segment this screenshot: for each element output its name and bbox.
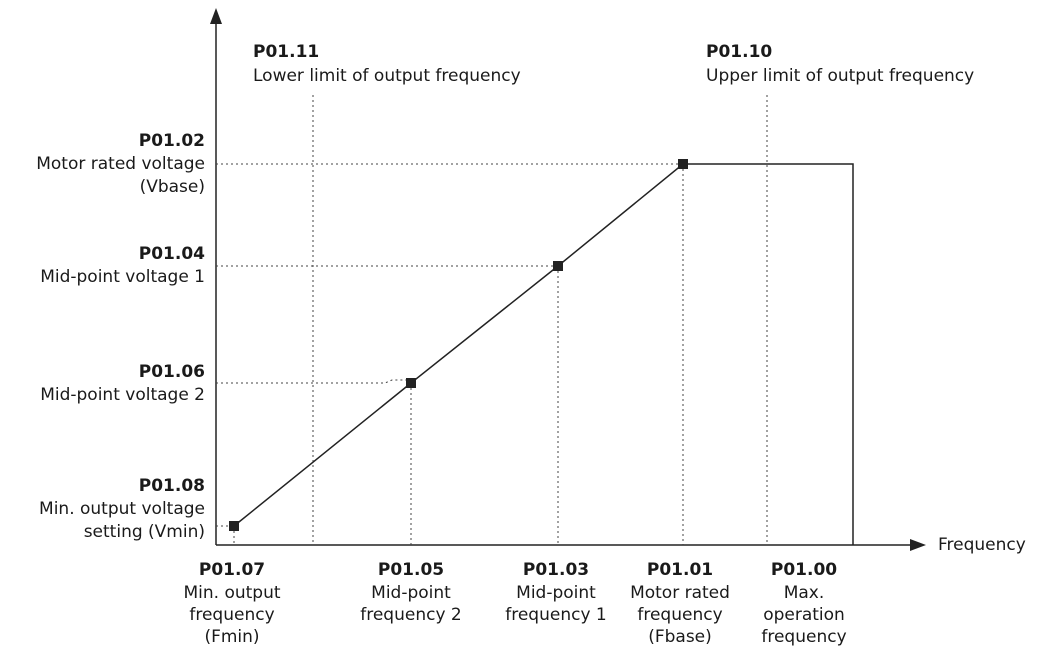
voltage-code: P01.02 (139, 131, 205, 151)
frequency-code: P01.05 (378, 560, 444, 580)
voltage-text: (Vbase) (140, 177, 205, 197)
voltage-code: P01.08 (139, 476, 205, 496)
frequency-text: Motor rated (630, 583, 730, 603)
frequency-code: P01.03 (523, 560, 589, 580)
voltage-text: Min. output voltage (39, 499, 205, 519)
voltage-code: P01.06 (139, 362, 205, 382)
frequency-text: operation (763, 605, 845, 625)
top-label-text: Upper limit of output frequency (706, 66, 974, 86)
vf-curve (229, 159, 854, 545)
frequency-text: frequency (761, 627, 846, 647)
voltage-text: Motor rated voltage (36, 154, 205, 174)
frequency-text: frequency (637, 605, 722, 625)
frequency-text: Min. output (183, 583, 280, 603)
x-axis-label: Frequency (938, 535, 1026, 555)
frequency-text: Mid-point (371, 583, 451, 603)
frequency-text: (Fmin) (204, 627, 259, 647)
frequency-text: Max. (784, 583, 825, 603)
frequency-code: P01.07 (199, 560, 265, 580)
voltage-text: Mid-point voltage 1 (40, 267, 205, 287)
frequency-code: P01.01 (647, 560, 713, 580)
frequency-text: Mid-point (516, 583, 596, 603)
frequency-text: frequency 1 (505, 605, 607, 625)
top-label-text: Lower limit of output frequency (253, 66, 521, 86)
voltage-code: P01.04 (139, 244, 205, 264)
frequency-text: frequency 2 (360, 605, 462, 625)
top-label-code: P01.10 (706, 42, 772, 62)
frequency-code: P01.00 (771, 560, 837, 580)
axes (210, 8, 926, 551)
voltage-text: Mid-point voltage 2 (40, 385, 205, 405)
frequency-text: frequency (189, 605, 274, 625)
guide-lines (216, 95, 768, 545)
top-label-code: P01.11 (253, 42, 319, 62)
frequency-text: (Fbase) (648, 627, 712, 647)
voltage-text: setting (Vmin) (84, 522, 205, 542)
